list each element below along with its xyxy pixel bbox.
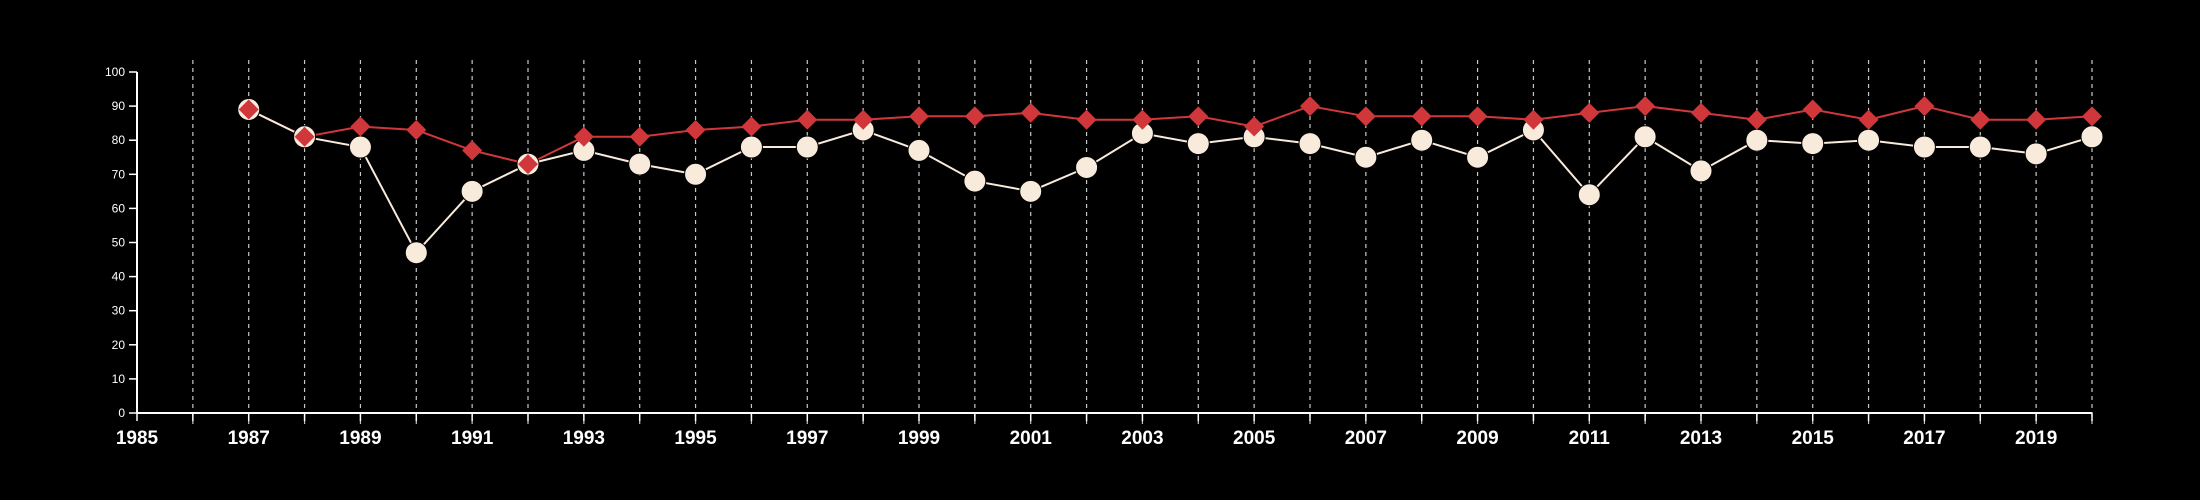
y-tick-label: 10 xyxy=(112,372,126,386)
data-point-circle xyxy=(684,162,708,186)
data-point-diamond xyxy=(462,140,483,161)
data-point-circle xyxy=(1466,145,1490,169)
x-tick-label: 1997 xyxy=(786,428,828,449)
data-point-circle xyxy=(404,241,428,265)
data-point-circle xyxy=(739,135,763,159)
y-tick-label: 20 xyxy=(112,338,126,352)
x-tick-label: 2017 xyxy=(1903,428,1945,449)
data-point-diamond xyxy=(406,119,427,140)
y-tick-label: 60 xyxy=(112,201,126,215)
data-point-diamond xyxy=(1355,106,1376,127)
data-point-diamond xyxy=(629,126,650,147)
x-tick-label: 1993 xyxy=(563,428,605,449)
data-point-diamond xyxy=(1970,109,1991,130)
y-tick-label: 100 xyxy=(105,65,125,79)
data-point-circle xyxy=(1745,128,1769,152)
data-point-diamond xyxy=(1244,116,1265,137)
data-point-diamond xyxy=(1914,96,1935,117)
data-point-diamond xyxy=(797,109,818,130)
x-tick-label: 1989 xyxy=(339,428,381,449)
data-point-diamond xyxy=(2026,109,2047,130)
data-point-diamond xyxy=(2082,106,2102,127)
x-tick-label: 2009 xyxy=(1456,428,1498,449)
data-point-circle xyxy=(460,179,484,203)
x-tick-label: 1991 xyxy=(451,428,494,449)
tick-labels: 0 10 20 30 40 50 60 70 80 90 100 1985 1987 1989 1991 19… xyxy=(105,65,2057,449)
data-point-diamond xyxy=(909,106,929,127)
data-point-diamond xyxy=(1746,109,1767,130)
data-point-circle xyxy=(1801,132,1825,156)
y-tick-label: 0 xyxy=(118,406,125,420)
data-point-diamond xyxy=(853,109,874,130)
x-tick-label: 1985 xyxy=(116,428,159,449)
data-point-diamond xyxy=(518,154,538,175)
data-point-diamond xyxy=(1020,102,1041,123)
data-point-diamond xyxy=(685,119,706,140)
x-tick-label: 2001 xyxy=(1010,428,1053,449)
data-point-diamond xyxy=(238,99,259,120)
y-tick-label: 30 xyxy=(112,304,126,318)
data-point-circle xyxy=(1577,183,1601,207)
data-point-diamond xyxy=(1635,96,1656,117)
y-tick-label: 70 xyxy=(112,167,126,181)
data-point-diamond xyxy=(294,126,315,147)
data-point-diamond xyxy=(1467,106,1488,127)
x-tick-label: 1999 xyxy=(898,428,940,449)
data-point-circle xyxy=(1968,135,1992,159)
data-point-diamond xyxy=(1076,109,1097,130)
data-point-diamond xyxy=(1411,106,1432,127)
data-point-circle xyxy=(795,135,819,159)
data-point-diamond xyxy=(964,106,985,127)
data-point-circle xyxy=(1410,128,1434,152)
data-point-circle xyxy=(1075,155,1099,179)
x-tick-label: 1995 xyxy=(674,428,717,449)
data-point-circle xyxy=(963,169,987,193)
data-point-circle xyxy=(1298,132,1322,156)
series-line-1 xyxy=(248,105,2093,166)
gridlines xyxy=(192,60,2093,428)
x-tick-label: 2003 xyxy=(1121,428,1163,449)
x-tick-label: 2005 xyxy=(1233,428,1276,449)
data-point-diamond xyxy=(741,116,762,137)
data-point-circle xyxy=(1019,179,1043,203)
series-group xyxy=(237,96,2104,265)
data-point-circle xyxy=(1912,135,1936,159)
data-point-diamond xyxy=(1523,109,1544,130)
data-point-circle xyxy=(1633,125,1657,149)
data-point-diamond xyxy=(1188,106,1209,127)
data-point-circle xyxy=(1689,159,1713,183)
data-point-diamond xyxy=(1802,99,1823,120)
data-point-circle xyxy=(348,135,372,159)
x-tick-label: 2007 xyxy=(1345,428,1387,449)
y-tick-label: 40 xyxy=(112,270,126,284)
x-tick-label: 2019 xyxy=(2015,428,2057,449)
y-tick-label: 50 xyxy=(112,236,126,250)
y-tick-label: 90 xyxy=(112,99,126,113)
data-point-diamond xyxy=(1132,109,1153,130)
data-point-circle xyxy=(1186,132,1210,156)
data-point-circle xyxy=(1857,128,1881,152)
y-tick-label: 80 xyxy=(112,133,126,147)
data-point-diamond xyxy=(1858,109,1879,130)
data-point-diamond xyxy=(350,116,371,137)
x-tick-label: 1987 xyxy=(228,428,270,449)
x-tick-label: 2013 xyxy=(1680,428,1722,449)
data-point-circle xyxy=(1354,145,1378,169)
data-point-diamond xyxy=(573,126,594,147)
data-point-diamond xyxy=(1300,96,1320,117)
x-tick-label: 2011 xyxy=(1569,428,1611,449)
data-point-circle xyxy=(2080,125,2104,149)
series-line-2 xyxy=(248,108,2093,255)
axes xyxy=(129,71,2093,421)
data-point-circle xyxy=(907,138,931,162)
data-point-diamond xyxy=(1579,102,1600,123)
data-point-diamond xyxy=(1691,102,1711,123)
x-tick-label: 2015 xyxy=(1792,428,1835,449)
data-point-circle xyxy=(628,152,652,176)
data-point-circle xyxy=(2024,142,2048,166)
